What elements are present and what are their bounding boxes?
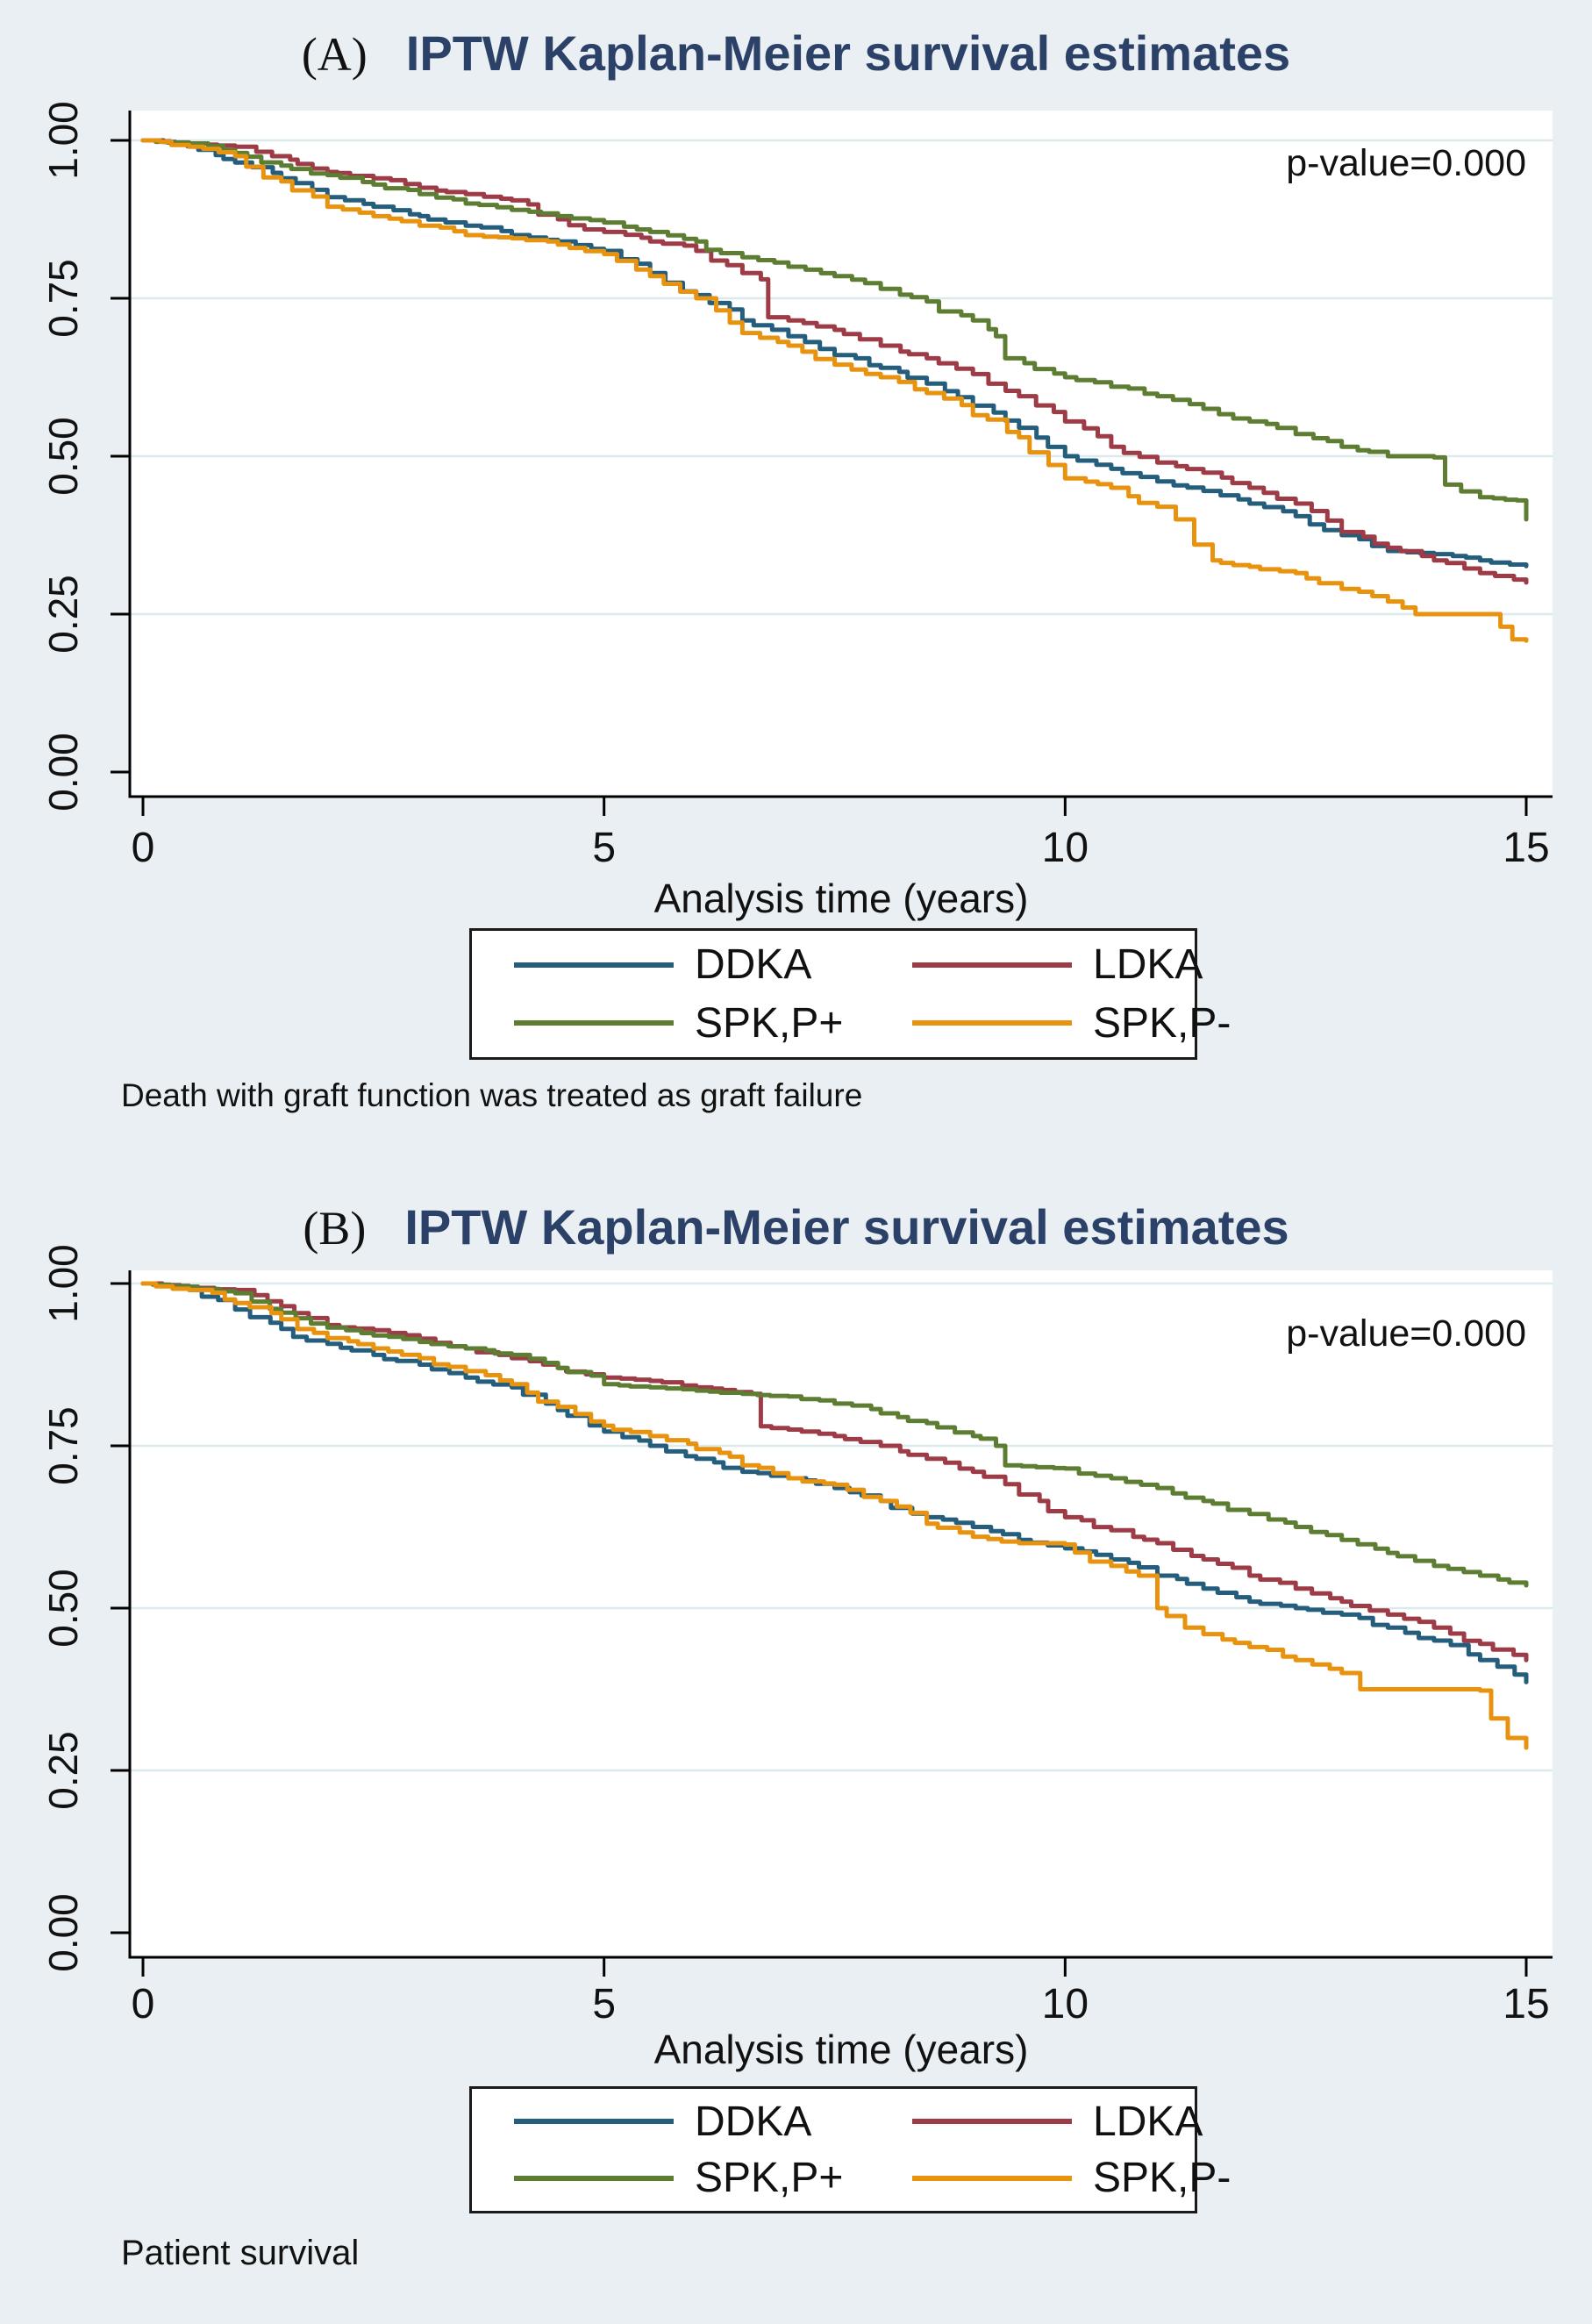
ddka-line-swatch xyxy=(514,962,674,968)
series-line-spk-p- xyxy=(140,138,1529,643)
series-line-ddka xyxy=(140,138,1529,568)
ldka-legend-label: LDKA xyxy=(1093,941,1203,989)
y-tick-label: 0.50 xyxy=(40,1569,86,1648)
p-value-annotation: p-value=0.000 xyxy=(1286,142,1526,184)
spkp-minus-line-swatch xyxy=(912,1020,1072,1026)
spkp-plus-legend-label: SPK,P+ xyxy=(695,2155,844,2202)
ddka-legend-label: DDKA xyxy=(695,941,812,989)
series-line-ldka xyxy=(140,138,1529,585)
ddka-line-swatch xyxy=(514,2119,674,2125)
series-line-spk-p- xyxy=(140,1281,1529,1750)
y-tick-label: 1.00 xyxy=(40,1244,86,1323)
series-line-spk-p- xyxy=(140,1281,1529,1588)
ldka-legend-label: LDKA xyxy=(1093,2098,1203,2145)
x-tick-label: 15 xyxy=(1503,1981,1549,2027)
x-axis-title: Analysis time (years) xyxy=(654,876,1029,921)
panel-b-title-text: IPTW Kaplan-Meier survival estimates xyxy=(404,1199,1289,1255)
legend-row: DDKA LDKA xyxy=(472,940,1203,989)
x-tick-label: 5 xyxy=(592,1981,616,2027)
x-tick-label: 10 xyxy=(1042,1981,1089,2027)
series-line-ddka xyxy=(140,1281,1529,1684)
x-tick-label: 0 xyxy=(132,1981,155,2027)
plot-area xyxy=(130,1270,1553,1957)
spkp-plus-line-swatch xyxy=(514,1020,674,1026)
p-value-annotation: p-value=0.000 xyxy=(1286,1312,1526,1355)
panel-b-title: (B) IPTW Kaplan-Meier survival estimates xyxy=(0,1198,1592,1255)
y-tick-label: 0.75 xyxy=(40,259,86,338)
x-tick-label: 0 xyxy=(132,825,155,871)
y-tick-label: 0.50 xyxy=(40,417,86,496)
spkp-plus-legend-label: SPK,P+ xyxy=(695,999,844,1047)
panel-a-title: (A) IPTW Kaplan-Meier survival estimates xyxy=(0,25,1592,82)
panel-b-legend: DDKA LDKA SPK,P+ SPK,P- xyxy=(469,2086,1231,2213)
spkp-plus-line-swatch xyxy=(514,2175,674,2181)
spkp-minus-line-swatch xyxy=(912,2175,1072,2181)
x-tick-label: 10 xyxy=(1042,825,1089,871)
y-tick-label: 0.25 xyxy=(40,575,86,654)
legend-row: SPK,P+ SPK,P- xyxy=(472,2154,1231,2202)
panel-b-footnote: Patient survival xyxy=(121,2234,360,2272)
y-tick-label: 0.25 xyxy=(40,1731,86,1810)
spkp-minus-legend-label: SPK,P- xyxy=(1093,999,1231,1047)
legend-row: SPK,P+ SPK,P- xyxy=(472,999,1231,1048)
y-tick-label: 0.00 xyxy=(40,733,86,812)
panel-a-legend: DDKA LDKA SPK,P+ SPK,P- xyxy=(469,928,1231,1060)
x-tick-label: 15 xyxy=(1503,825,1549,871)
series-line-ldka xyxy=(140,1281,1529,1663)
series-line-spk-p- xyxy=(140,138,1529,522)
ldka-line-swatch xyxy=(912,962,1072,968)
ldka-line-swatch xyxy=(912,2119,1072,2125)
y-tick-label: 0.00 xyxy=(40,1893,86,1972)
plot-area xyxy=(130,111,1553,797)
x-axis-title: Analysis time (years) xyxy=(654,2027,1029,2072)
ddka-legend-label: DDKA xyxy=(695,2098,812,2145)
panel-a-footnote: Death with graft function was treated as… xyxy=(121,1077,863,1113)
x-tick-label: 5 xyxy=(592,825,616,871)
legend-row: DDKA LDKA xyxy=(472,2098,1203,2146)
panel-b-letter: (B) xyxy=(303,1202,367,1255)
y-tick-label: 1.00 xyxy=(40,101,86,180)
spkp-minus-legend-label: SPK,P- xyxy=(1093,2155,1231,2202)
y-tick-label: 0.75 xyxy=(40,1406,86,1485)
panel-a-title-text: IPTW Kaplan-Meier survival estimates xyxy=(405,25,1291,81)
panel-a-letter: (A) xyxy=(301,28,368,81)
